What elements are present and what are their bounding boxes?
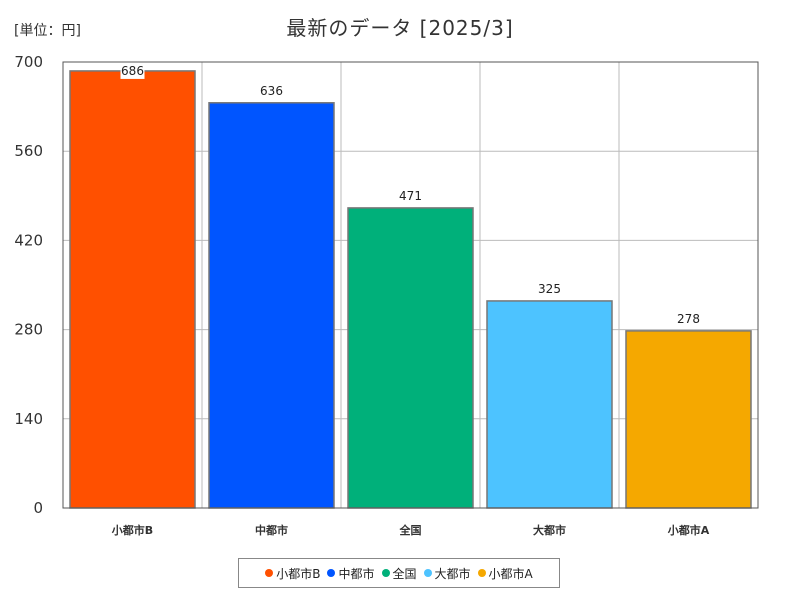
plot-border — [62, 61, 759, 509]
legend-item: 中都市 — [327, 565, 375, 582]
bar-5 — [625, 330, 752, 509]
legend-item: 小都市B — [265, 565, 320, 582]
legend-label: 大都市 — [434, 566, 471, 581]
value-label: 471 — [399, 189, 422, 203]
value-label: 325 — [538, 282, 561, 296]
y-tick-label: 420 — [14, 231, 43, 249]
legend-swatch-icon — [265, 569, 274, 577]
legend-swatch-icon — [423, 569, 432, 577]
legend-item: 大都市 — [423, 565, 471, 582]
legend-swatch-icon — [327, 569, 336, 577]
chart-legend: 小都市B 中都市 全国 大都市 小都市A — [238, 558, 560, 588]
y-tick-label: 700 — [14, 53, 43, 71]
y-tick-label: 140 — [14, 410, 43, 428]
value-label-bg — [120, 64, 145, 79]
value-label: 636 — [260, 84, 283, 98]
x-tick-label: 小都市A — [667, 523, 710, 537]
legend-swatch-icon — [477, 569, 486, 577]
legend-swatch-icon — [381, 569, 390, 577]
value-label: 686 — [121, 64, 144, 78]
bar-4 — [486, 300, 613, 509]
legend-label: 中都市 — [338, 566, 375, 581]
y-tick-label: 280 — [14, 321, 43, 339]
legend-item: 小都市A — [477, 565, 533, 582]
y-tick-label: 560 — [14, 142, 43, 160]
unit-label: [単位：円] — [14, 23, 81, 39]
chart-title: 最新のデータ [2025/3] — [286, 16, 514, 40]
bar-2 — [208, 102, 335, 509]
x-tick-label: 全国 — [399, 523, 422, 537]
legend-label: 小都市B — [276, 566, 321, 581]
bar-1 — [69, 70, 196, 509]
x-tick-label: 中都市 — [255, 523, 288, 537]
legend-label: 小都市A — [488, 566, 533, 581]
y-tick-label: 0 — [33, 499, 43, 517]
legend-item: 全国 — [381, 565, 417, 582]
x-tick-label: 小都市B — [111, 523, 153, 537]
legend-label: 全国 — [392, 566, 417, 581]
bar-3 — [347, 207, 474, 509]
x-tick-label: 大都市 — [533, 523, 566, 537]
value-label: 278 — [677, 312, 700, 326]
